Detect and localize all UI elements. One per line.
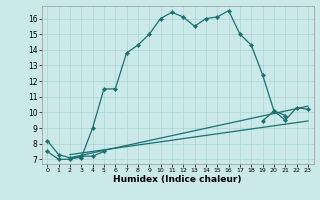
X-axis label: Humidex (Indice chaleur): Humidex (Indice chaleur) — [113, 175, 242, 184]
